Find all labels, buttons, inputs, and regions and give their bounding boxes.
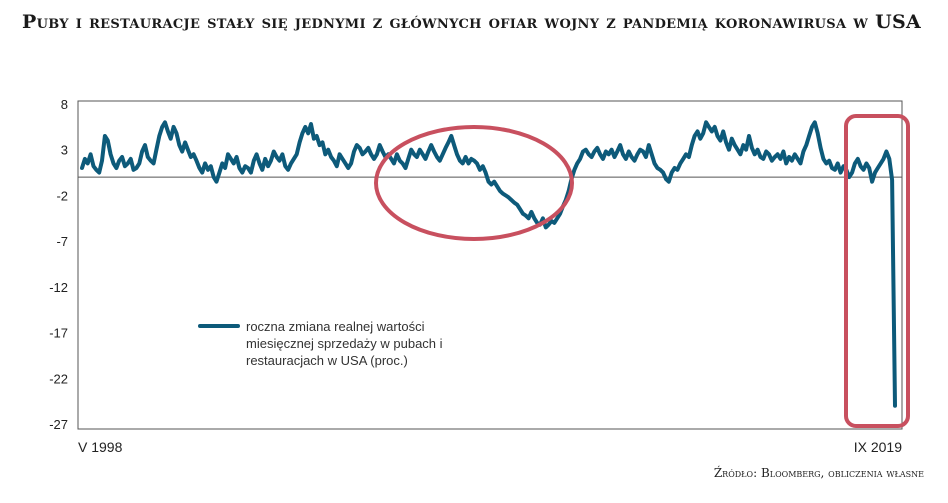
y-tick-label: 3 bbox=[61, 143, 68, 158]
legend-label-line-1: roczna zmiana realnej wartości bbox=[246, 319, 425, 334]
y-tick-label: 8 bbox=[61, 97, 68, 112]
legend-label-line-2: miesięcznej sprzedaży w pubach i bbox=[246, 336, 443, 351]
y-tick-label: -27 bbox=[49, 417, 68, 432]
y-tick-label: -2 bbox=[56, 188, 68, 203]
annotation-ellipse-recession bbox=[374, 125, 574, 241]
series-line-sales bbox=[80, 120, 897, 408]
y-tick-label: -22 bbox=[49, 371, 68, 386]
annotation-rect-pandemic bbox=[844, 114, 910, 428]
y-tick-label: -12 bbox=[49, 280, 68, 295]
x-start-label: V 1998 bbox=[78, 439, 123, 455]
chart-title: Puby i restauracje stały się jednymi z g… bbox=[22, 11, 922, 33]
legend: roczna zmiana realnej wartości miesięczn… bbox=[198, 319, 443, 368]
x-end-label: IX 2019 bbox=[854, 439, 902, 455]
y-axis-ticks: 8 3 -2 -7 -12 -17 -22 -27 bbox=[49, 97, 68, 432]
plot-frame bbox=[77, 100, 903, 430]
source-note: Źródło: Bloomberg, obliczenia własne bbox=[713, 466, 924, 480]
y-tick-label: -7 bbox=[56, 234, 68, 249]
y-tick-label: -17 bbox=[49, 326, 68, 341]
legend-label-line-3: restauracjach w USA (proc.) bbox=[246, 353, 408, 368]
